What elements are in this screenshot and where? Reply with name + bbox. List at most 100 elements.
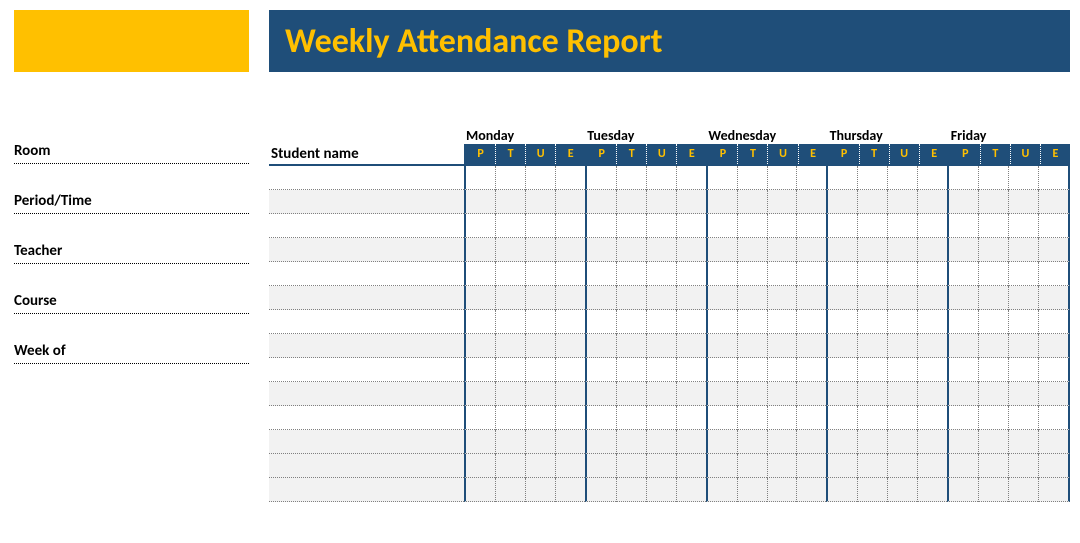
attendance-cell bbox=[555, 454, 585, 478]
attendance-cell bbox=[796, 478, 826, 502]
attendance-cell bbox=[1008, 430, 1038, 454]
attendance-cell bbox=[978, 238, 1008, 262]
attendance-cell bbox=[585, 478, 616, 502]
attendance-cell bbox=[917, 478, 947, 502]
attendance-cell bbox=[826, 382, 857, 406]
attendance-cell bbox=[616, 286, 646, 310]
code-cells: PTUEPTUEPTUEPTUEPTUE bbox=[464, 144, 1070, 164]
attendance-cell bbox=[947, 334, 978, 358]
attendance-cell bbox=[555, 310, 585, 334]
attendance-cell bbox=[947, 238, 978, 262]
attendance-cell bbox=[887, 454, 917, 478]
attendance-cell bbox=[706, 190, 737, 214]
attendance-cell bbox=[917, 382, 947, 406]
attendance-cell bbox=[464, 358, 495, 382]
attendance-cells bbox=[464, 214, 1070, 238]
attendance-cell bbox=[646, 358, 676, 382]
code-header-cell: E bbox=[798, 144, 828, 164]
attendance-cell bbox=[646, 334, 676, 358]
attendance-cell bbox=[857, 190, 887, 214]
attendance-cell bbox=[646, 478, 676, 502]
attendance-cell bbox=[796, 382, 826, 406]
attendance-cells bbox=[464, 382, 1070, 406]
attendance-report-page: Weekly Attendance Report Room Period/Tim… bbox=[0, 0, 1080, 543]
attendance-cell bbox=[1038, 238, 1070, 262]
attendance-cell bbox=[796, 454, 826, 478]
attendance-cell bbox=[917, 454, 947, 478]
attendance-cell bbox=[857, 214, 887, 238]
attendance-cell bbox=[646, 454, 676, 478]
day-label: Friday bbox=[949, 127, 1070, 144]
attendance-cell bbox=[917, 262, 947, 286]
attendance-cell bbox=[737, 382, 767, 406]
attendance-cell bbox=[525, 214, 555, 238]
attendance-cell bbox=[947, 406, 978, 430]
attendance-cell bbox=[826, 286, 857, 310]
attendance-cell bbox=[555, 238, 585, 262]
attendance-cell bbox=[464, 430, 495, 454]
attendance-cell bbox=[737, 286, 767, 310]
attendance-cell bbox=[1008, 310, 1038, 334]
table-row bbox=[269, 478, 1070, 502]
attendance-cell bbox=[616, 430, 646, 454]
attendance-cell bbox=[826, 406, 857, 430]
attendance-cell bbox=[767, 190, 797, 214]
attendance-cell bbox=[585, 310, 616, 334]
attendance-cell bbox=[1038, 286, 1070, 310]
attendance-cells bbox=[464, 406, 1070, 430]
meta-period-label: Period/Time bbox=[14, 192, 249, 214]
attendance-cell bbox=[585, 166, 616, 190]
attendance-cell bbox=[917, 430, 947, 454]
attendance-cell bbox=[737, 406, 767, 430]
meta-weekof-label: Week of bbox=[14, 342, 249, 364]
attendance-cell bbox=[767, 382, 797, 406]
attendance-cell bbox=[857, 430, 887, 454]
attendance-cell bbox=[706, 286, 737, 310]
attendance-cell bbox=[767, 262, 797, 286]
attendance-cell bbox=[796, 334, 826, 358]
attendance-cell bbox=[947, 430, 978, 454]
code-header-cell: U bbox=[646, 144, 676, 164]
code-header-cell: E bbox=[919, 144, 949, 164]
attendance-cell bbox=[525, 334, 555, 358]
attendance-cell bbox=[917, 286, 947, 310]
attendance-cell bbox=[616, 382, 646, 406]
attendance-cell bbox=[464, 478, 495, 502]
student-name-cell bbox=[269, 310, 464, 334]
attendance-cell bbox=[796, 262, 826, 286]
attendance-cell bbox=[676, 334, 706, 358]
attendance-cell bbox=[737, 358, 767, 382]
attendance-cell bbox=[887, 334, 917, 358]
attendance-cell bbox=[525, 358, 555, 382]
days-header-row: Monday Tuesday Wednesday Thursday Friday bbox=[269, 122, 1070, 144]
attendance-cell bbox=[525, 406, 555, 430]
student-name-cell bbox=[269, 382, 464, 406]
attendance-cell bbox=[737, 166, 767, 190]
attendance-cells bbox=[464, 478, 1070, 502]
table-row bbox=[269, 238, 1070, 262]
code-header-cell: T bbox=[859, 144, 889, 164]
attendance-cell bbox=[978, 310, 1008, 334]
attendance-cell bbox=[525, 190, 555, 214]
attendance-cell bbox=[947, 190, 978, 214]
day-label: Monday bbox=[464, 127, 585, 144]
attendance-cell bbox=[464, 286, 495, 310]
table-row bbox=[269, 454, 1070, 478]
attendance-cell bbox=[706, 214, 737, 238]
day-label: Thursday bbox=[828, 127, 949, 144]
attendance-cell bbox=[616, 238, 646, 262]
attendance-cell bbox=[917, 358, 947, 382]
attendance-cell bbox=[525, 262, 555, 286]
attendance-cell bbox=[887, 382, 917, 406]
attendance-cell bbox=[555, 190, 585, 214]
table-row bbox=[269, 166, 1070, 190]
attendance-cell bbox=[737, 190, 767, 214]
table-row bbox=[269, 262, 1070, 286]
attendance-cell bbox=[917, 238, 947, 262]
attendance-cell bbox=[857, 166, 887, 190]
attendance-cell bbox=[706, 454, 737, 478]
attendance-cell bbox=[857, 334, 887, 358]
attendance-cell bbox=[495, 430, 525, 454]
attendance-cell bbox=[464, 166, 495, 190]
code-header-cell: T bbox=[495, 144, 525, 164]
